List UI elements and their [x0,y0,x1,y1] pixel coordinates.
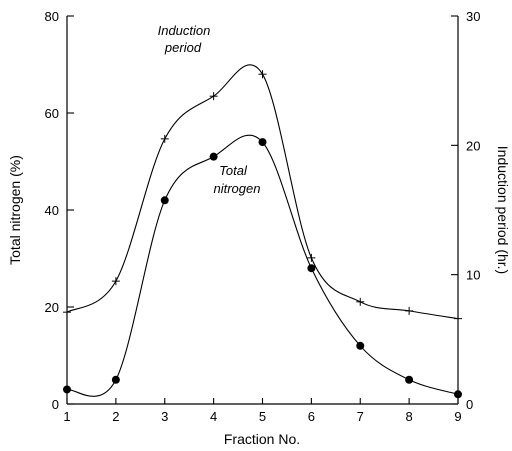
total-nitrogen-point [63,385,71,394]
induction-period-point [356,297,365,306]
x-tick-label: 8 [406,409,413,424]
annotation-total-nitrogen-line1: Total [219,163,248,178]
right-y-axis-title: Induction period (hr.) [495,146,511,274]
x-tick-label: 2 [112,409,119,424]
right-y-tick-label: 20 [466,138,480,153]
induction-period-point [258,70,267,79]
induction-period-point [209,92,218,101]
annotation-induction-line2: period [164,40,202,55]
left-y-axis-ticks: 0 20 40 60 80 [45,9,74,412]
induction-period-point [454,314,462,323]
induction-period-point [405,306,414,315]
x-tick-label: 4 [210,409,217,424]
x-axis-title: Fraction No. [224,431,300,447]
x-tick-label: 1 [63,409,70,424]
total-nitrogen-point [160,196,169,205]
left-y-tick-label: 80 [45,9,59,24]
left-y-axis-title: Total nitrogen (%) [7,155,23,265]
induction-period-point [111,277,120,286]
left-y-tick-label: 40 [45,203,59,218]
total-nitrogen-point [307,264,316,273]
annotation-induction-period: Induction period [158,23,211,55]
total-nitrogen-point [356,341,365,350]
left-y-tick-label: 60 [45,106,59,121]
induction-period-point [307,253,316,262]
x-tick-label: 9 [454,409,461,424]
induction-period-line [66,64,459,320]
x-tick-label: 6 [308,409,315,424]
x-axis-ticks: 1 2 3 4 5 6 7 8 9 [63,398,462,424]
x-tick-label: 7 [357,409,364,424]
induction-period-point [63,308,71,317]
left-y-tick-label: 0 [52,397,59,412]
right-y-tick-label: 30 [466,9,480,24]
annotation-total-nitrogen: Total nitrogen [214,163,261,196]
total-nitrogen-point [405,375,414,384]
right-y-tick-label: 0 [466,397,473,412]
right-y-tick-label: 10 [466,268,480,283]
right-y-axis-ticks: 0 10 20 30 [451,9,480,412]
series-layer [63,64,462,399]
total-nitrogen-point [209,152,218,161]
left-y-tick-label: 20 [45,300,59,315]
total-nitrogen-line [66,134,459,397]
x-tick-label: 5 [259,409,266,424]
x-tick-label: 3 [161,409,168,424]
total-nitrogen-point [454,390,462,399]
total-nitrogen-point [111,375,120,384]
annotation-total-nitrogen-line2: nitrogen [214,181,261,196]
annotation-induction-line1: Induction [158,23,211,38]
total-nitrogen-point [258,138,267,147]
induction-period-point [160,134,169,143]
